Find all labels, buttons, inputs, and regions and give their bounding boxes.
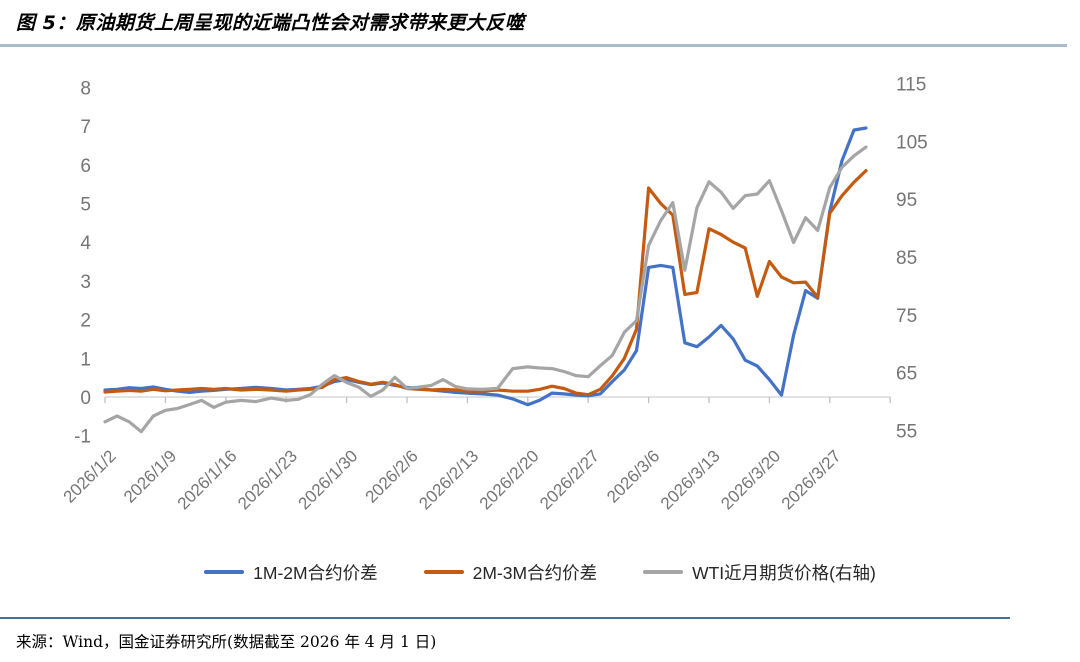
legend-label: 2M-3M合约价差 bbox=[472, 562, 598, 583]
right-axis-tick-label: 115 bbox=[896, 75, 926, 96]
right-axis-tick-label: 65 bbox=[896, 364, 917, 385]
right-axis-tick-label: 95 bbox=[896, 190, 917, 211]
left-axis-tick-label: 0 bbox=[80, 388, 91, 409]
x-axis-date-label: 2026/2/13 bbox=[415, 446, 482, 513]
legend-item-1m-2m: 1M-2M合约价差 bbox=[204, 560, 378, 585]
x-axis-date-label: 2026/1/9 bbox=[120, 446, 180, 506]
x-axis-date-label: 2026/2/27 bbox=[536, 446, 603, 513]
x-axis-date-label: 2026/1/2 bbox=[60, 446, 120, 506]
series-line-1m-2m bbox=[103, 126, 868, 407]
legend-item-2m-3m: 2M-3M合约价差 bbox=[423, 560, 598, 585]
right-axis-tick-label: 55 bbox=[896, 422, 917, 443]
chart-area: 8 7 6 5 4 3 2 1 0 -1 115 105 95 85 75 65 55 2026/1/2 2026/… bbox=[0, 50, 1080, 550]
left-axis-tick-label: 5 bbox=[80, 195, 91, 216]
title-divider bbox=[0, 44, 1067, 47]
series-line-wti bbox=[103, 145, 868, 434]
right-axis-tick-label: 85 bbox=[896, 248, 917, 269]
left-axis-tick-label: 3 bbox=[80, 272, 91, 293]
x-axis-date-label: 2026/3/27 bbox=[778, 446, 845, 513]
left-axis-tick-label: 4 bbox=[80, 233, 91, 254]
legend-item-wti: WTI近月期货价格(右轴) bbox=[643, 560, 876, 585]
x-axis-date-label: 2026/1/30 bbox=[295, 446, 362, 513]
x-axis-date-label: 2026/2/20 bbox=[476, 446, 543, 513]
left-axis-tick-label: 7 bbox=[80, 117, 91, 138]
series-line-2m-3m bbox=[103, 168, 868, 397]
x-axis-date-label: 2026/3/13 bbox=[657, 446, 724, 513]
footer-divider bbox=[0, 617, 1010, 619]
left-axis-tick-label: 1 bbox=[80, 349, 91, 370]
figure-title: 图 5：原油期货上周呈现的近端凸性会对需求带来更大反噬 bbox=[16, 12, 525, 34]
left-axis-tick-label: 2 bbox=[80, 311, 91, 332]
chart-legend: 1M-2M合约价差 2M-3M合约价差 WTI近月期货价格(右轴) bbox=[0, 556, 1080, 588]
legend-line-swatch-blue bbox=[204, 570, 245, 574]
x-axis-date-label: 2026/2/6 bbox=[362, 446, 422, 506]
legend-label: 1M-2M合约价差 bbox=[253, 562, 378, 583]
x-axis-date-label: 2026/1/23 bbox=[234, 446, 301, 513]
legend-line-swatch-gray bbox=[643, 570, 684, 574]
left-axis-tick-label: 8 bbox=[80, 78, 91, 99]
right-axis-tick-label: 105 bbox=[896, 132, 928, 153]
x-axis-date-label: 2026/1/16 bbox=[174, 446, 241, 513]
legend-line-swatch-orange bbox=[423, 570, 464, 574]
left-axis-tick-label: -1 bbox=[74, 427, 91, 448]
source-note: 来源：Wind，国金证券研究所(数据截至 2026 年 4 月 1 日) bbox=[16, 633, 437, 651]
legend-label: WTI近月期货价格(右轴) bbox=[692, 562, 876, 583]
x-axis-date-label: 2026/3/20 bbox=[717, 446, 784, 513]
right-axis-tick-label: 75 bbox=[896, 306, 917, 327]
left-axis-tick-label: 6 bbox=[80, 156, 91, 177]
x-axis-date-label: 2026/3/6 bbox=[603, 446, 663, 506]
